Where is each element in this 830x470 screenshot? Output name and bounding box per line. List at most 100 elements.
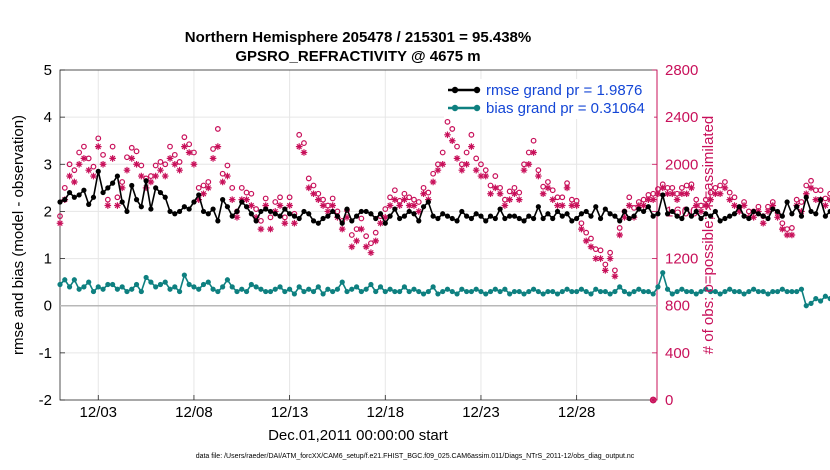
assimilated-obs-point (190, 160, 198, 168)
bias-point (401, 284, 408, 290)
possible-obs-point (530, 137, 537, 144)
bias-point (440, 288, 446, 295)
bias-point (200, 281, 207, 288)
assimilated-obs-point (611, 272, 619, 280)
assimilated-obs-point (142, 184, 150, 192)
assimilated-obs-point (769, 202, 777, 209)
assimilated-obs-point (549, 196, 557, 203)
rmse-point (684, 206, 690, 212)
bias-point (435, 291, 441, 297)
bias-point (612, 288, 618, 295)
assimilated-obs-point (310, 190, 317, 198)
rmse-point (583, 208, 589, 215)
bias-point (574, 288, 580, 295)
rmse-point (760, 213, 766, 219)
rmse-point (569, 218, 575, 224)
possible-obs-point (631, 204, 637, 211)
assimilated-obs-point (568, 202, 576, 209)
assimilated-obs-point (104, 202, 112, 209)
rmse-point (210, 206, 216, 212)
possible-obs-point (779, 220, 786, 227)
rmse-point (813, 211, 819, 217)
bias-point (62, 277, 68, 283)
assimilated-obs-point (138, 172, 145, 180)
bias-point (234, 288, 240, 295)
possible-obs-point (171, 151, 178, 158)
rmse-point (110, 180, 116, 186)
bias-point (86, 279, 92, 285)
possible-obs-point (803, 182, 810, 189)
assimilated-obs-point (358, 225, 365, 233)
rmse-point (339, 220, 345, 226)
bias-point (272, 286, 278, 292)
bias-point (382, 288, 388, 295)
rmse-point (86, 201, 92, 207)
bias-point (559, 288, 565, 295)
rmse-point (119, 199, 125, 205)
assimilated-obs-point (219, 178, 226, 186)
assimilated-obs-point (324, 208, 332, 215)
assimilated-obs-point (511, 190, 518, 198)
x-tick-label: 12/03 (79, 404, 117, 421)
assimilated-obs-point (257, 225, 265, 233)
bias-point (215, 288, 221, 295)
bias-point (148, 279, 154, 285)
possible-obs-point (363, 233, 370, 240)
possible-obs-point (478, 161, 484, 168)
y-right-tick-label: 2000 (665, 156, 698, 173)
rmse-point (818, 197, 824, 203)
assimilated-obs-point (133, 160, 140, 168)
rmse-point (258, 208, 264, 215)
possible-obs-point (224, 162, 231, 169)
rmse-point (516, 215, 522, 222)
rmse-point (789, 211, 795, 217)
possible-obs-point (411, 196, 417, 203)
assimilated-obs-point (616, 231, 623, 239)
bias-point (650, 291, 656, 297)
possible-obs-point (678, 184, 685, 191)
bias-point (95, 284, 101, 290)
bias-point (143, 274, 149, 281)
possible-obs-point (133, 148, 140, 155)
assimilated-obs-point (573, 202, 580, 209)
rmse-point (81, 187, 87, 193)
rmse-point (229, 213, 235, 219)
rmse-point (497, 206, 503, 212)
possible-obs-point (301, 140, 307, 146)
assimilated-obs-point (396, 202, 403, 209)
bias-point (133, 281, 140, 288)
rmse-point (157, 189, 164, 196)
assimilated-obs-point (281, 219, 289, 227)
possible-obs-point (181, 134, 188, 141)
assimilated-obs-point (692, 202, 700, 209)
rmse-point (693, 208, 699, 215)
rmse-point (440, 211, 446, 217)
possible-obs-point (210, 146, 216, 152)
bias-point (588, 291, 594, 297)
x-axis-label: Dec.01,2011 00:00:00 start (268, 427, 449, 444)
possible-obs-point (71, 167, 78, 174)
rmse-point (105, 185, 111, 191)
rmse-point (263, 206, 269, 212)
bias-point (621, 288, 628, 295)
bias-point (655, 284, 661, 290)
bias-point (731, 288, 738, 295)
rmse-point (167, 208, 173, 215)
assimilated-obs-point (267, 225, 274, 233)
bias-point (138, 288, 144, 295)
bias-point (746, 288, 752, 295)
bias-point (248, 281, 254, 288)
x-tick-label: 12/08 (175, 404, 213, 421)
y-left-tick-label: 2 (44, 203, 52, 220)
assimilated-obs-point (362, 243, 370, 251)
assimilated-obs-point (185, 149, 193, 156)
assimilated-obs-point (214, 143, 222, 150)
bias-point (334, 286, 341, 292)
bias-point (81, 284, 87, 290)
rmse-point (296, 215, 302, 222)
possible-obs-point (167, 143, 173, 150)
rmse-point (66, 189, 73, 196)
possible-obs-point (186, 141, 193, 148)
bias-point (105, 281, 111, 288)
assimilated-obs-point (673, 196, 681, 203)
